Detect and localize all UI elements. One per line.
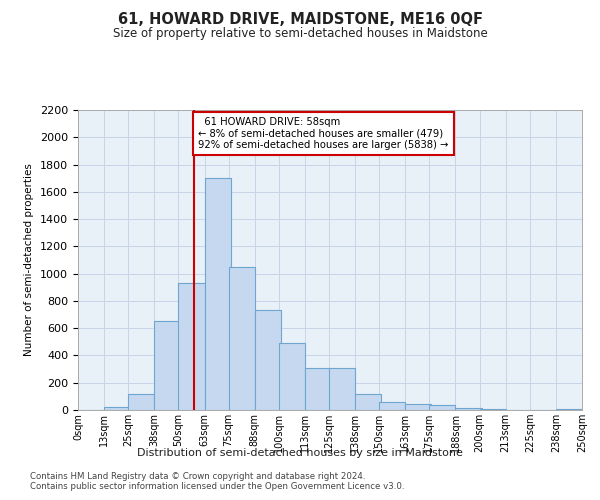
Bar [405,404,431,410]
Y-axis label: Number of semi-detached properties: Number of semi-detached properties [25,164,34,356]
Bar [455,408,482,410]
Bar [128,394,154,410]
Text: 61 HOWARD DRIVE: 58sqm
← 8% of semi-detached houses are smaller (479)
92% of sem: 61 HOWARD DRIVE: 58sqm ← 8% of semi-deta… [199,117,449,150]
Bar [305,368,331,410]
Bar [154,322,181,410]
Bar [329,368,355,410]
Text: 61, HOWARD DRIVE, MAIDSTONE, ME16 0QF: 61, HOWARD DRIVE, MAIDSTONE, ME16 0QF [118,12,482,28]
Bar [279,343,305,410]
Bar [104,408,130,410]
Text: Size of property relative to semi-detached houses in Maidstone: Size of property relative to semi-detach… [113,28,487,40]
Bar [205,178,230,410]
Text: Contains HM Land Registry data © Crown copyright and database right 2024.: Contains HM Land Registry data © Crown c… [30,472,365,481]
Bar [430,405,455,410]
Bar [379,402,405,410]
Bar [178,283,205,410]
Text: Contains public sector information licensed under the Open Government Licence v3: Contains public sector information licen… [30,482,404,491]
Bar [355,394,381,410]
Bar [255,310,281,410]
Text: Distribution of semi-detached houses by size in Maidstone: Distribution of semi-detached houses by … [137,448,463,458]
Bar [229,267,255,410]
